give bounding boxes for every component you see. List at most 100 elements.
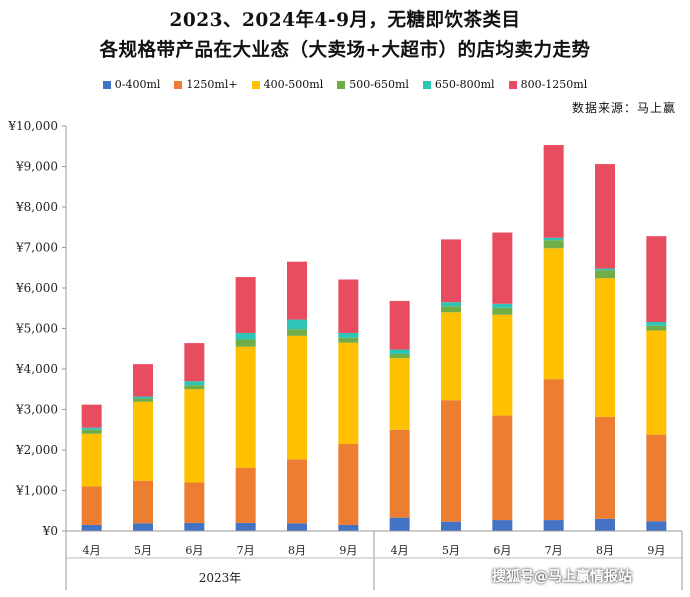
x-tick-label: 5月 bbox=[442, 544, 460, 557]
bar-segment-1250ml+ bbox=[81, 486, 102, 525]
bar-segment-1250ml+ bbox=[441, 400, 461, 522]
bar-segment-800-1250ml bbox=[133, 364, 153, 397]
bar-segment-400-500ml bbox=[338, 342, 359, 444]
bar-segment-400-500ml bbox=[595, 278, 615, 417]
bar-segment-650-800ml bbox=[543, 237, 564, 241]
group-label: 2023年 bbox=[199, 571, 242, 585]
legend-swatch bbox=[174, 80, 183, 89]
bar-segment-400-500ml bbox=[133, 401, 153, 481]
bar-segment-800-1250ml bbox=[81, 404, 102, 428]
x-tick-label: 4月 bbox=[83, 544, 101, 557]
bar-segment-650-800ml bbox=[441, 302, 461, 307]
bar-segment-800-1250ml bbox=[492, 232, 513, 304]
bar-segment-400-500ml bbox=[184, 389, 205, 483]
chart-title-line-2: 各规格带产品在大业态（大卖场+大超市）的店均卖力走势 bbox=[99, 40, 591, 61]
chart-title-line-1: 2023、2024年4-9月，无糖即饮茶类目 bbox=[169, 10, 521, 31]
watermark-text: 搜狐号@马上赢情报站 bbox=[492, 569, 632, 585]
bar-segment-0-400ml bbox=[81, 524, 102, 531]
bar-segment-500-650ml bbox=[338, 337, 359, 343]
bar-segment-0-400ml bbox=[595, 518, 615, 531]
bar-segment-1250ml+ bbox=[133, 480, 153, 524]
legend-item-3: 500-650ml bbox=[337, 78, 409, 91]
bar-segment-0-400ml bbox=[441, 521, 461, 531]
bar-segment-400-500ml bbox=[646, 330, 667, 435]
y-tick-label: ¥9,000 bbox=[15, 160, 58, 174]
bar-segment-500-650ml bbox=[389, 354, 410, 359]
y-tick-label: ¥8,000 bbox=[15, 200, 58, 214]
bar-segment-0-400ml bbox=[646, 521, 667, 531]
bar-segment-400-500ml bbox=[543, 248, 564, 380]
y-tick-label: ¥6,000 bbox=[15, 281, 58, 295]
bar-segment-1250ml+ bbox=[543, 379, 564, 521]
legend-label: 650-800ml bbox=[434, 78, 495, 91]
bar-segment-800-1250ml bbox=[646, 236, 667, 323]
x-tick-label: 6月 bbox=[185, 544, 203, 557]
bar-segment-400-500ml bbox=[287, 335, 307, 460]
legend-swatch bbox=[102, 80, 111, 89]
legend-label: 800-1250ml bbox=[520, 78, 588, 91]
legend-item-0: 0-400ml bbox=[102, 78, 160, 91]
bar-segment-500-650ml bbox=[441, 306, 461, 313]
bar-segment-0-400ml bbox=[543, 520, 564, 531]
bar-segment-400-500ml bbox=[81, 433, 102, 487]
y-tick-label: ¥1,000 bbox=[15, 484, 58, 498]
bar-segment-650-800ml bbox=[646, 322, 667, 326]
y-tick-label: ¥7,000 bbox=[15, 241, 58, 255]
legend-item-5: 800-1250ml bbox=[508, 78, 588, 91]
legend-swatch bbox=[508, 80, 517, 89]
x-tick-label: 4月 bbox=[391, 544, 409, 557]
legend-label: 400-500ml bbox=[263, 78, 324, 91]
bar-segment-1250ml+ bbox=[646, 434, 667, 522]
x-tick-label: 8月 bbox=[288, 544, 306, 557]
bar-segment-800-1250ml bbox=[595, 164, 615, 269]
bar-segment-1250ml+ bbox=[338, 443, 359, 525]
bar-segment-1250ml+ bbox=[492, 415, 513, 521]
x-tick-label: 8月 bbox=[596, 544, 614, 557]
bar-segment-650-800ml bbox=[492, 303, 513, 308]
bar-segment-0-400ml bbox=[338, 524, 359, 531]
bar-segment-400-500ml bbox=[441, 312, 461, 401]
legend-item-4: 650-800ml bbox=[422, 78, 495, 91]
bar-segment-650-800ml bbox=[81, 427, 102, 430]
bar-segment-500-650ml bbox=[133, 398, 153, 402]
bar-segment-500-650ml bbox=[184, 385, 205, 390]
y-tick-label: ¥2,000 bbox=[15, 443, 58, 457]
bar-segment-0-400ml bbox=[184, 522, 205, 531]
bar-segment-650-800ml bbox=[338, 332, 359, 338]
bar-segment-400-500ml bbox=[389, 358, 410, 430]
bar-segment-0-400ml bbox=[235, 522, 256, 531]
bar-segment-1250ml+ bbox=[389, 429, 410, 518]
legend-item-1: 1250ml+ bbox=[174, 78, 238, 91]
bar-segment-500-650ml bbox=[595, 270, 615, 279]
bar-segment-500-650ml bbox=[646, 325, 667, 331]
bar-segment-1250ml+ bbox=[184, 482, 205, 523]
legend-label: 500-650ml bbox=[349, 78, 409, 91]
bar-segment-500-650ml bbox=[81, 429, 102, 434]
bar-segment-500-650ml bbox=[287, 329, 307, 336]
bar-segment-650-800ml bbox=[184, 381, 205, 386]
x-tick-label: 5月 bbox=[134, 544, 152, 557]
bar-segment-0-400ml bbox=[287, 523, 307, 531]
bar-segment-0-400ml bbox=[492, 520, 513, 531]
chart-legend: 0-400ml 1250ml+ 400-500ml 500-650ml 650-800m… bbox=[0, 78, 690, 91]
legend-swatch bbox=[337, 80, 346, 89]
bar-segment-400-500ml bbox=[492, 314, 513, 416]
bar-segment-650-800ml bbox=[235, 332, 256, 340]
bar-segment-650-800ml bbox=[287, 319, 307, 330]
x-tick-label: 7月 bbox=[237, 544, 255, 557]
x-tick-label: 9月 bbox=[647, 544, 665, 557]
bar-segment-500-650ml bbox=[235, 339, 256, 347]
y-tick-label: ¥0 bbox=[42, 524, 58, 538]
bar-segment-500-650ml bbox=[492, 307, 513, 315]
bar-segment-500-650ml bbox=[543, 240, 564, 249]
bar-segment-800-1250ml bbox=[235, 277, 256, 333]
bar-segment-800-1250ml bbox=[441, 239, 461, 303]
x-tick-label: 6月 bbox=[493, 544, 511, 557]
bar-segment-800-1250ml bbox=[389, 300, 410, 350]
bar-segment-800-1250ml bbox=[184, 343, 205, 382]
legend-swatch bbox=[251, 80, 260, 89]
y-tick-label: ¥4,000 bbox=[15, 362, 58, 376]
y-tick-label: ¥10,000 bbox=[7, 119, 58, 133]
bar-segment-1250ml+ bbox=[595, 416, 615, 519]
